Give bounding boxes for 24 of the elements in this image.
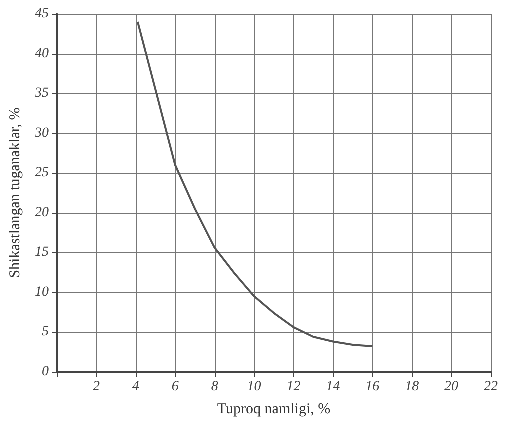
y-tick-label: 5 (42, 324, 49, 340)
x-tick-label: 6 (172, 380, 179, 394)
x-tick-label: 4 (132, 380, 140, 394)
x-tick-label: 18 (405, 380, 420, 394)
x-tick-label: 10 (247, 380, 262, 394)
y-tick-label: 20 (35, 205, 49, 220)
x-axis-title: Tuproq namligi, % (217, 402, 331, 418)
y-tick-label: 35 (34, 86, 49, 102)
y-tick-label: 30 (34, 126, 49, 141)
y-tick-label: 10 (35, 284, 49, 300)
y-tick-label: 15 (35, 245, 49, 260)
x-tick-label: 20 (444, 380, 459, 394)
x-tick-label: 16 (366, 380, 380, 394)
y-tick-label: 25 (35, 166, 49, 181)
x-tick-label: 2 (92, 380, 100, 394)
y-tick-label: 45 (35, 6, 49, 22)
y-axis-title: Shikastlangan tuganaklar, % (8, 108, 24, 278)
x-tick-label: 14 (326, 380, 340, 394)
x-tick-label: 12 (286, 380, 301, 394)
y-tick-label: 40 (35, 46, 49, 62)
x-tick-label: 8 (211, 380, 218, 394)
y-tick-label: 0 (42, 364, 49, 380)
x-tick-label: 22 (484, 380, 498, 394)
line-series (136, 20, 374, 348)
